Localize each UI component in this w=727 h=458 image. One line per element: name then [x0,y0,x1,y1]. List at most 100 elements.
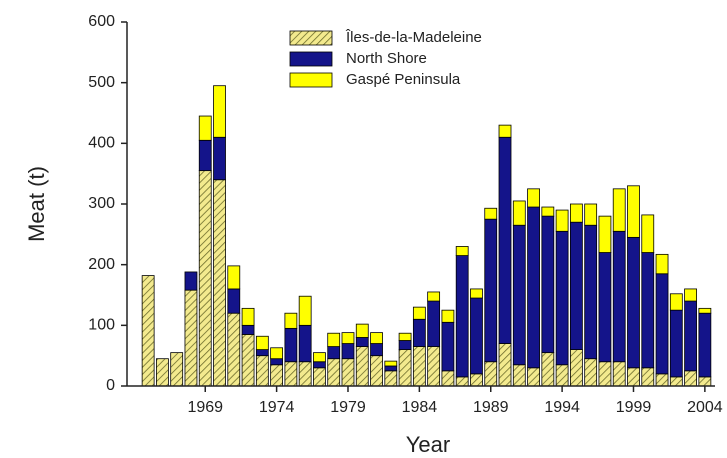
bar-segment [198,115,212,141]
bar-segment [412,318,426,347]
bar-segment [598,361,612,387]
x-tick-label: 1974 [259,399,295,416]
bar-segment [698,376,712,387]
bar-segment [441,370,455,387]
legend-text: Gaspé Peninsula [346,71,461,88]
bar-segment [641,252,655,369]
bar-segment [612,230,626,363]
bar-segment [241,334,255,387]
bar-segment [141,275,155,387]
bar-segment [669,309,683,378]
bar-segment [541,352,555,387]
bar-segment [341,358,355,387]
bar-segment [255,349,269,357]
bar-segment [427,291,441,302]
bar-segment [384,370,398,387]
bar-segment [470,373,483,387]
bar-segment [298,361,312,387]
bar-segment [470,297,483,375]
bar-segment [484,218,498,363]
bar-segment [227,265,241,290]
bar-segment [655,253,669,275]
bar-segment [584,358,598,387]
y-tick-label: 600 [88,13,115,30]
bar-segment [213,179,226,387]
bar-segment [213,136,226,181]
bar-segment [355,323,369,338]
bar-segment [227,312,241,387]
bar-segment [684,288,697,302]
bar-segment [627,236,640,369]
bar-segment [498,343,512,387]
bar-segment [384,360,398,367]
bar-segment [512,364,526,387]
bar-segment [527,206,540,369]
bar-segment [484,361,498,387]
bar-segment [384,365,398,372]
bar-segment [655,373,669,387]
bar-segment [327,346,341,360]
bar-segment [255,355,269,387]
bar-segment [627,185,640,238]
x-tick-label: 1994 [544,399,580,416]
bar-segment [441,321,455,372]
bar-segment [370,332,383,344]
x-tick-label: 1979 [330,399,366,416]
legend-swatch [289,30,333,46]
bar-segment [227,288,241,314]
bar-segment [441,309,455,323]
y-axis-title: Meat (t) [24,166,49,242]
bar-segment [669,376,683,387]
bar-segment [284,312,298,329]
legend-swatch [289,72,333,88]
bar-segment [241,307,255,326]
bar-segment [569,221,583,350]
bar-segment [270,347,284,360]
x-axis-title: Year [406,432,450,457]
bar-segment [370,343,383,357]
bar-segment [541,215,555,354]
bar-segment [527,188,540,208]
bar-segment [612,361,626,387]
bar-segment [270,358,284,366]
bar-segment [684,300,697,372]
bar-segment [512,224,526,366]
bar-segment [412,346,426,387]
bar-segment [627,367,640,387]
legend-text: Îles-de-la-Madeleine [345,29,482,46]
bar-segment [655,273,669,375]
bar-segment [355,346,369,387]
bar-segment [427,300,441,347]
bar-segment [198,139,212,172]
bar-segment [313,352,326,363]
bar-segment [398,340,412,351]
bar-segment [341,343,355,360]
bar-segment [313,361,326,369]
y-tick-label: 300 [88,195,115,212]
bar-segment [555,230,569,366]
x-tick-label: 1999 [616,399,652,416]
y-tick-label: 100 [88,317,115,334]
bar-segment [455,376,469,387]
x-tick-label: 2004 [687,399,723,416]
bar-segment [684,370,697,387]
y-tick-label: 500 [88,74,115,91]
bar-segment [412,306,426,320]
bar-segment [213,85,226,138]
bar-segment [612,188,626,232]
bar-segment [541,206,555,217]
bar-segment [698,307,712,314]
bar-segment [327,332,341,347]
bar-segment [284,327,298,363]
bar-segment [198,170,212,387]
bar-segment [355,337,369,347]
bar-segment [398,349,412,387]
bar-segment [284,361,298,387]
bar-segment [598,215,612,253]
bar-segment [698,312,712,378]
bar-segment [270,364,284,387]
y-tick-label: 200 [88,256,115,273]
bar-segment [484,207,498,220]
bar-segment [555,364,569,387]
